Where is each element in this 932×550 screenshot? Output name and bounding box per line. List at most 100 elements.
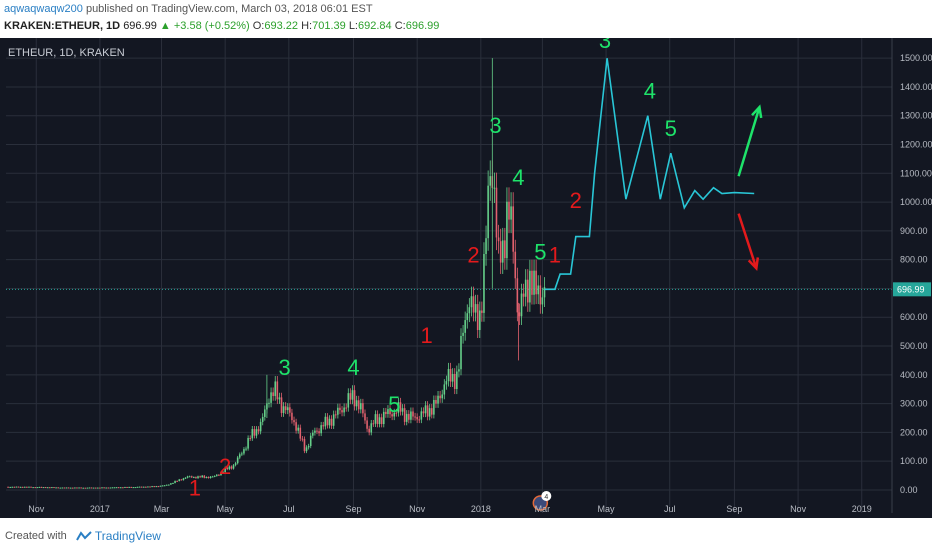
- candle-body: [412, 411, 414, 417]
- candle-body: [128, 486, 130, 488]
- y-tick-label: 400.00: [900, 370, 928, 380]
- candle-body: [264, 409, 266, 417]
- ohlc-legend: KRAKEN:ETHEUR, 1D 696.99 ▲ +3.58 (+0.52%…: [4, 20, 439, 32]
- wave-label: 4: [512, 165, 524, 190]
- y-tick-label: 0.00: [900, 485, 918, 495]
- candle-body: [526, 279, 529, 303]
- wave-label: 1: [549, 243, 561, 268]
- candle-body: [247, 437, 249, 449]
- candle-body: [119, 487, 122, 489]
- candle-body: [76, 487, 78, 489]
- candle-body: [203, 475, 206, 478]
- candle-body: [443, 384, 446, 395]
- y-tick-label: 1000.00: [900, 197, 932, 207]
- candle-body: [405, 413, 408, 422]
- candle-body: [170, 483, 172, 485]
- candle-body: [516, 278, 519, 313]
- candle-body: [199, 476, 201, 478]
- candle-body: [355, 400, 358, 407]
- candle-body: [372, 423, 375, 425]
- candle-body: [176, 480, 178, 482]
- candle-body: [334, 414, 337, 416]
- candle-body: [476, 304, 479, 331]
- candle-body: [46, 487, 49, 489]
- candle-body: [23, 486, 26, 488]
- x-tick-label: Jul: [283, 504, 295, 514]
- candle-body: [165, 484, 168, 486]
- x-tick-label: Nov: [28, 504, 45, 514]
- candle-body: [370, 423, 373, 433]
- candle-body: [145, 486, 147, 488]
- x-tick-label: Nov: [409, 504, 426, 514]
- open-label: O:: [252, 20, 265, 32]
- candle-body: [243, 449, 245, 454]
- scenario-arrows: 4: [532, 104, 763, 511]
- candle-body: [253, 429, 256, 436]
- axes: 1500.001400.001300.001200.001100.001000.…: [28, 38, 932, 514]
- candle-body: [332, 414, 335, 426]
- candle-body: [374, 414, 377, 424]
- candle-body: [343, 407, 345, 413]
- candle-body: [309, 435, 312, 446]
- candle-body: [501, 240, 504, 263]
- candle-body: [428, 408, 431, 417]
- candle-body: [174, 480, 176, 484]
- x-tick-label: 2019: [852, 504, 872, 514]
- candle-body: [464, 320, 466, 333]
- candle-body: [420, 411, 423, 420]
- candle-body: [232, 465, 235, 469]
- down-arrow: [737, 213, 758, 269]
- candle-body: [90, 487, 93, 489]
- candle-body: [230, 466, 233, 469]
- wave-label: 4: [347, 355, 359, 380]
- candle-body: [286, 407, 289, 411]
- candle-body: [451, 373, 454, 382]
- candle-body: [99, 487, 101, 489]
- candle-body: [107, 487, 110, 489]
- candle-body: [360, 403, 362, 410]
- candle-body: [111, 487, 114, 489]
- candle-body: [21, 486, 24, 488]
- event-count-label: 4: [544, 494, 548, 501]
- candle-body: [272, 392, 274, 397]
- candle-body: [478, 310, 481, 331]
- created-with: Created with TradingView: [5, 529, 161, 543]
- candle-body: [228, 466, 231, 470]
- candle-body: [213, 475, 216, 477]
- high-value: 701.39: [312, 20, 346, 32]
- candle-body: [483, 254, 485, 313]
- author-link[interactable]: aqwaqwaqw200: [4, 3, 83, 15]
- candle-body: [535, 270, 537, 295]
- candle-body: [301, 438, 304, 440]
- candle-body: [126, 486, 128, 488]
- x-tick-label: May: [598, 504, 616, 514]
- candle-body: [295, 422, 297, 431]
- candle-body: [193, 477, 195, 479]
- tradingview-link[interactable]: TradingView: [94, 529, 161, 543]
- candle-body: [44, 487, 47, 489]
- candle-body: [326, 416, 329, 426]
- x-tick-label: Mar: [154, 504, 170, 514]
- candle-body: [289, 407, 291, 413]
- candle-body: [101, 487, 103, 489]
- candle-body: [105, 487, 107, 489]
- wave-label: 1: [420, 323, 432, 348]
- candle-body: [393, 412, 396, 417]
- candle-body: [195, 477, 197, 479]
- candle-body: [487, 185, 489, 239]
- candle-body: [97, 487, 99, 489]
- candle-body: [218, 474, 220, 476]
- candle-body: [147, 486, 149, 488]
- candle-body: [67, 487, 70, 489]
- candle-body: [17, 486, 20, 488]
- price-change: ▲ +3.58 (+0.52%): [159, 20, 250, 32]
- publish-info: aqwaqwaqw200 published on TradingView.co…: [4, 3, 373, 15]
- candle-body: [115, 487, 118, 489]
- candle-body: [357, 400, 360, 410]
- last-price-tag: [893, 282, 931, 297]
- candle-body: [522, 293, 525, 297]
- y-tick-label: 600.00: [900, 312, 928, 322]
- candle-body: [378, 417, 381, 425]
- candle-body: [297, 427, 300, 431]
